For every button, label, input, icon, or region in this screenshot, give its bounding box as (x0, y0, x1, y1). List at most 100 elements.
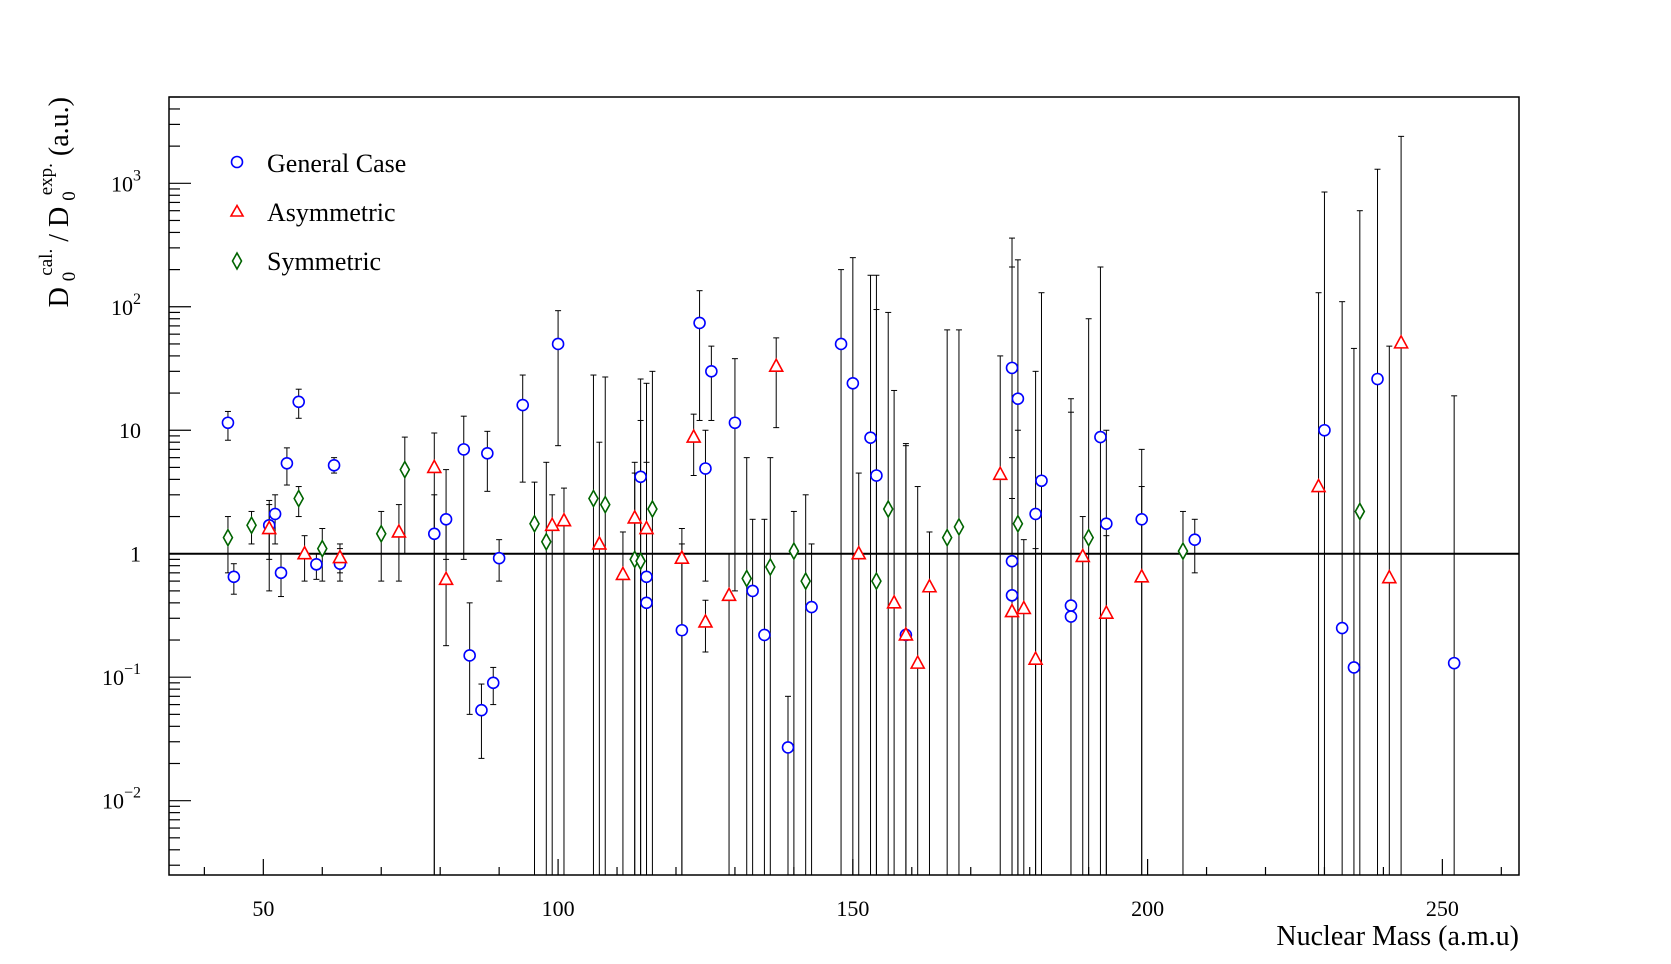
point-general-case (1371, 372, 1384, 386)
point-asymmetric (426, 458, 443, 474)
point-asymmetric (1393, 334, 1409, 349)
point-general-case (834, 337, 848, 351)
point-symmetric (646, 499, 658, 519)
point-general-case (227, 570, 241, 584)
x-tick-label: 250 (1426, 896, 1459, 921)
point-symmetric (316, 538, 328, 559)
y-title-separator: / (44, 227, 75, 242)
point-general-case (1005, 589, 1019, 602)
point-general-case (280, 456, 294, 470)
point-asymmetric (1381, 568, 1398, 584)
point-asymmetric (626, 509, 643, 524)
plot-frame (168, 96, 1520, 876)
legend: General Case Asymmetric Symmetric (229, 149, 406, 276)
point-general-case (1029, 507, 1042, 521)
point-general-case (1318, 423, 1331, 437)
point-general-case (486, 676, 500, 690)
point-general-case (640, 570, 653, 584)
point-general-case (781, 741, 795, 754)
data-markers (221, 316, 1461, 754)
point-asymmetric (886, 594, 902, 609)
legend-marker-asymmetric (229, 203, 245, 217)
point-general-case (516, 398, 530, 412)
point-asymmetric (850, 545, 867, 560)
point-asymmetric (768, 357, 785, 373)
point-general-case (746, 584, 759, 598)
point-general-case (805, 600, 818, 614)
y-tick-label: 1 (130, 542, 141, 567)
y-title-unit: (a.u.) (44, 97, 75, 156)
point-general-case (1188, 533, 1202, 546)
point-symmetric (882, 499, 894, 519)
point-general-case (1335, 621, 1349, 635)
legend-label-asymmetric: Asymmetric (267, 198, 396, 227)
x-tick-label: 50 (252, 896, 274, 921)
point-general-case (1447, 656, 1461, 670)
error-bars (224, 135, 1458, 875)
point-symmetric (764, 557, 776, 577)
point-general-case (1135, 513, 1149, 526)
point-general-case (1005, 361, 1019, 375)
legend-label-general: General Case (267, 149, 406, 178)
point-general-case (699, 462, 712, 475)
point-symmetric (293, 488, 305, 509)
point-general-case (846, 377, 860, 390)
point-asymmetric (697, 613, 714, 628)
point-symmetric (540, 532, 552, 552)
point-general-case (1011, 392, 1025, 406)
point-asymmetric (1098, 604, 1115, 619)
point-asymmetric (898, 626, 914, 641)
point-general-case (1064, 610, 1078, 623)
x-tick-labels: 50 100 150 200 250 (252, 896, 1459, 921)
point-general-case (268, 507, 282, 521)
point-asymmetric (261, 519, 278, 535)
y-title-base-den: D (44, 207, 75, 227)
point-general-case (427, 527, 441, 541)
point-general-case (864, 431, 877, 445)
point-general-case (1035, 474, 1048, 488)
point-general-case (634, 470, 647, 484)
point-asymmetric (391, 523, 407, 538)
point-asymmetric (909, 654, 926, 669)
point-symmetric (1012, 514, 1024, 534)
point-asymmetric (556, 512, 572, 527)
y-axis-title: D 0 cal. / D 0 exp. (a.u.) (28, 97, 82, 307)
point-asymmetric (438, 570, 454, 586)
point-asymmetric (591, 535, 608, 550)
point-symmetric (246, 515, 257, 535)
point-general-case (274, 566, 288, 580)
point-general-case (675, 623, 689, 637)
point-general-case (327, 459, 341, 472)
point-asymmetric (296, 545, 313, 560)
point-symmetric (399, 459, 411, 480)
point-symmetric (222, 527, 234, 548)
point-general-case (705, 365, 718, 378)
point-asymmetric (685, 428, 702, 443)
point-asymmetric (921, 578, 938, 593)
point-asymmetric (992, 465, 1009, 481)
point-symmetric (599, 494, 611, 515)
point-symmetric (953, 517, 965, 537)
point-general-case (463, 649, 476, 662)
point-asymmetric (615, 565, 631, 581)
point-symmetric (635, 551, 647, 571)
point-general-case (728, 416, 742, 430)
point-general-case (292, 395, 305, 409)
x-tick-label: 150 (836, 896, 869, 921)
y-title-base-num: D (44, 287, 75, 307)
y-tick-label: 102 (111, 291, 141, 320)
point-general-case (1347, 661, 1361, 674)
point-symmetric (788, 541, 800, 561)
y-tick-label: 10−1 (102, 661, 141, 690)
legend-label-symmetric: Symmetric (267, 247, 381, 276)
point-general-case (310, 558, 323, 571)
point-general-case (870, 469, 883, 482)
point-asymmetric (1133, 568, 1150, 583)
point-general-case (640, 596, 653, 610)
point-asymmetric (1015, 599, 1032, 615)
x-tick-label: 200 (1131, 896, 1164, 921)
point-symmetric (1354, 501, 1366, 522)
point-general-case (221, 416, 235, 430)
y-title-sub-num: 0 (59, 272, 80, 282)
point-general-case (1100, 517, 1113, 531)
